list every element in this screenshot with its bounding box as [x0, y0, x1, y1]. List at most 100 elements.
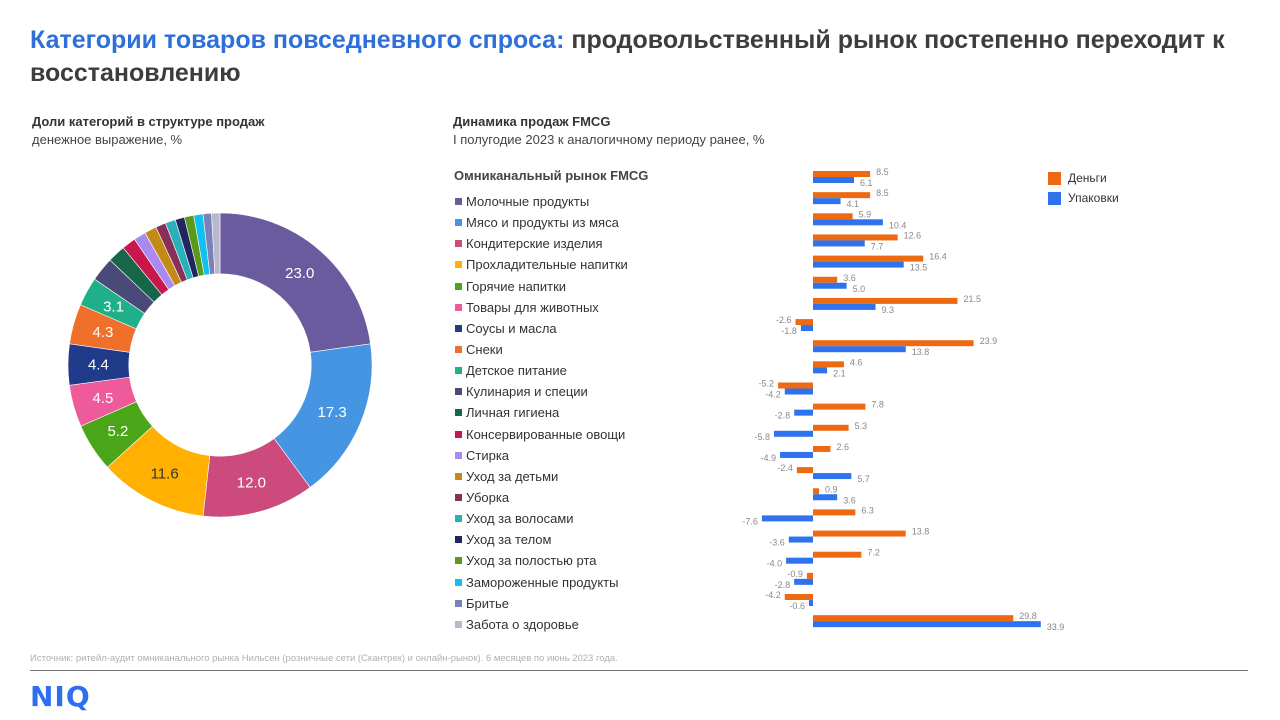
bar-label: 3.6 — [843, 273, 856, 283]
bar-money — [796, 467, 813, 474]
legend-label: Консервированные овощи — [466, 426, 626, 442]
legend-item: Бритье — [455, 593, 628, 614]
donut-label: 4.5 — [92, 390, 113, 407]
donut-label: 23.0 — [285, 265, 314, 282]
legend-item: Соусы и масла — [455, 318, 628, 339]
bar-packs — [813, 219, 883, 226]
legend-swatch — [455, 324, 462, 332]
legend-swatch — [455, 409, 462, 417]
bar-label: 5.3 — [855, 421, 868, 431]
legend-label: Соусы и масла — [466, 320, 557, 336]
donut-label: 5.2 — [108, 423, 129, 440]
bar-label: 8.5 — [876, 167, 889, 177]
legend-swatch — [455, 240, 462, 248]
bar-label: 13.5 — [910, 263, 928, 273]
legend-item: Консервированные овощи — [455, 424, 628, 445]
legend-item: Уход за телом — [455, 529, 628, 550]
page-title: Категории товаров повседневного спроса: … — [30, 24, 1230, 90]
bar-label: 29.8 — [1019, 611, 1037, 621]
bar-money — [813, 424, 849, 431]
bar-packs — [813, 261, 904, 268]
legend-swatch — [455, 388, 462, 396]
legend-item: Уборка — [455, 487, 628, 508]
legend-item-packs: Упаковки — [1048, 188, 1119, 208]
bar-label: 4.1 — [847, 199, 860, 209]
donut-slice — [219, 212, 371, 353]
legend-swatch — [455, 261, 462, 269]
bar-label: 12.6 — [904, 230, 922, 240]
legend-label: Мясо и продукты из мяса — [466, 215, 619, 231]
bar-money — [813, 403, 866, 410]
legend-swatch-money — [1048, 171, 1061, 185]
bar-money — [813, 530, 906, 537]
bar-label: 6.3 — [861, 505, 874, 515]
bar-money — [813, 509, 856, 516]
bar-label: 3.6 — [843, 495, 856, 505]
bar-packs — [784, 388, 813, 395]
legend-swatch — [455, 367, 462, 375]
bar-label: 5.9 — [859, 209, 872, 219]
category-legend: Молочные продукты Мясо и продукты из мяса… — [455, 191, 628, 635]
legend-item: Товары для животных — [455, 297, 628, 318]
legend-swatch — [455, 303, 462, 311]
bar-money — [813, 213, 853, 220]
bar-packs — [813, 282, 847, 289]
bar-label: 21.5 — [963, 294, 981, 304]
bar-packs — [813, 177, 854, 183]
bar-label: 16.4 — [929, 252, 947, 262]
legend-swatch — [455, 620, 462, 628]
bar-money — [813, 276, 838, 283]
donut-label: 4.4 — [88, 357, 109, 374]
legend-label: Товары для животных — [466, 299, 599, 315]
legend-item: Уход за волосами — [455, 508, 628, 529]
bar-money — [813, 297, 958, 304]
bar-packs — [800, 325, 813, 332]
legend-heading: Омниканальный рынок FMCG — [454, 168, 649, 183]
legend-label: Горячие напитки — [466, 278, 567, 294]
bar-label: 13.8 — [912, 347, 930, 357]
legend-item: Личная гигиена — [455, 402, 628, 423]
bar-packs — [813, 473, 852, 480]
bar-money — [813, 488, 820, 495]
bar-label: -0.9 — [787, 569, 803, 579]
bar-money — [813, 551, 862, 558]
legend-label: Уборка — [466, 490, 510, 506]
bar-label: 7.8 — [871, 400, 884, 410]
bar-label: 10.4 — [889, 220, 907, 230]
bar-label: 4.6 — [850, 357, 863, 367]
legend-swatch — [455, 430, 462, 438]
legend-item: Мясо и продукты из мяса — [455, 212, 628, 233]
legend-label: Забота о здоровье — [466, 616, 579, 632]
bar-packs — [786, 557, 813, 564]
left-chart-subheading: денежное выражение, % — [32, 132, 183, 147]
series-legend: Деньги Упаковки — [1048, 168, 1119, 208]
legend-label: Бритье — [466, 595, 509, 611]
legend-label: Личная гигиена — [466, 405, 560, 421]
bar-label: 7.2 — [867, 548, 880, 558]
legend-label: Уход за детьми — [466, 468, 559, 484]
bar-packs — [788, 536, 813, 543]
bar-packs — [808, 600, 813, 606]
legend-swatch — [455, 219, 462, 227]
legend-swatch — [455, 557, 462, 565]
legend-swatch — [455, 472, 462, 480]
bar-label: 13.8 — [912, 527, 930, 537]
bar-label: -5.8 — [755, 432, 771, 442]
bar-label: -4.2 — [765, 390, 781, 400]
legend-item-money: Деньги — [1048, 168, 1119, 188]
donut-chart: 23.0 17.3 12.0 11.6 5.2 4.5 4.4 4.3 3.1 — [67, 212, 373, 518]
bar-money — [784, 594, 813, 600]
bar-label: 5.0 — [853, 284, 866, 294]
bar-label: -5.2 — [759, 379, 775, 389]
bar-money — [813, 234, 898, 241]
bar-money — [795, 319, 813, 326]
bar-label: 2.6 — [836, 442, 849, 452]
bar-money — [813, 361, 844, 368]
bar-money — [813, 171, 871, 177]
donut-label: 11.6 — [151, 465, 179, 482]
bar-money — [813, 340, 974, 347]
legend-label: Замороженные продукты — [466, 574, 619, 590]
bar-label: 33.9 — [1047, 622, 1065, 632]
bar-money — [813, 615, 1014, 622]
bar-label: -2.6 — [776, 315, 792, 325]
